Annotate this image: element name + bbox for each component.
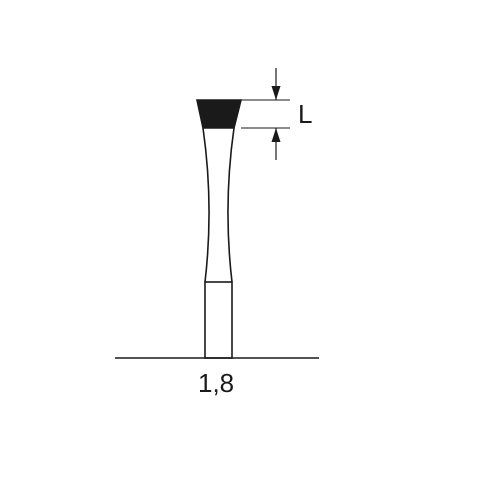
- arrowhead-up-icon: [272, 128, 281, 142]
- dim-label-L: L: [298, 99, 312, 129]
- cutter-head: [197, 100, 241, 128]
- shank: [205, 282, 232, 358]
- neck-left: [203, 128, 209, 282]
- arrowhead-down-icon: [272, 86, 281, 100]
- dim-label-base: 1,8: [198, 368, 234, 398]
- neck-right: [228, 128, 234, 282]
- dimension-drawing: L 1,8: [0, 0, 504, 504]
